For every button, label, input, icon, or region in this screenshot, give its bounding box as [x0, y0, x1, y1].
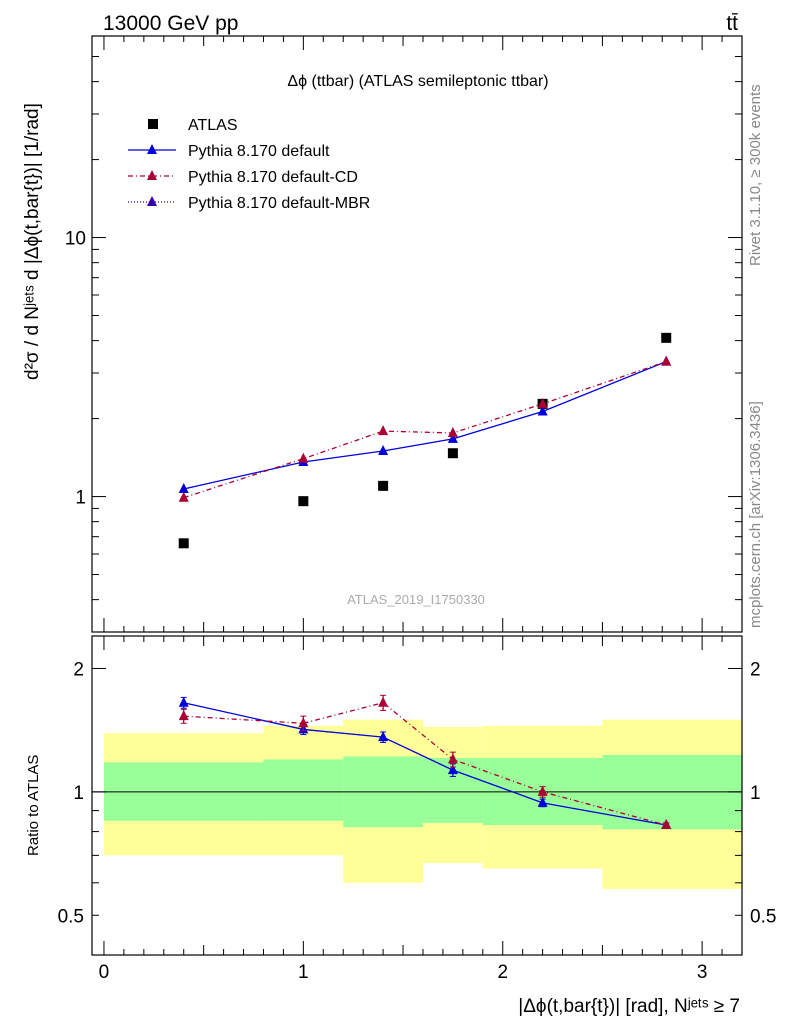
ratio-y-tick-label-right: 2 [750, 659, 761, 680]
series-line-2 [183, 360, 667, 499]
ratio-y-tick-label: 2 [73, 659, 84, 680]
legend-label: Pythia 8.170 default [188, 143, 330, 160]
ratio-series-0-point [178, 696, 189, 707]
atlas-data-point [378, 480, 389, 491]
atlas-data-point [661, 332, 672, 343]
main-y-axis-label: d²σ / d Nʲᵉᵗˢ d |Δϕ(t,bar{t})| [1/rad] [22, 103, 43, 380]
mcplots-label: mcplots.cern.ch [arXiv:1306.3436] [747, 401, 764, 628]
main-y-tick-label: 10 [65, 229, 86, 250]
main-y-tick-label: 1 [75, 488, 86, 509]
ratio-y-tick-label: 0.5 [58, 906, 84, 927]
atlas-data-point [178, 538, 189, 549]
x-axis-label: |Δϕ(t,bar{t})| [rad], Nʲᵉᵗˢ ≥ 7 [518, 996, 740, 1017]
atlas-data-point [298, 496, 309, 507]
legend-label: Pythia 8.170 default-MBR [188, 195, 370, 212]
legend-marker [147, 144, 157, 154]
ratio-y-tick-label: 1 [73, 783, 84, 804]
process-label: tt̄ [726, 12, 738, 35]
legend-label: ATLAS [188, 117, 238, 134]
rivet-label: Rivet 3.1.10, ≥ 300k events [747, 84, 764, 266]
series-line-1 [183, 360, 667, 490]
ratio-plot: 0.5 0.5 1 1 2 2 0 1 2 3 [58, 635, 776, 983]
uncertainty-band-inner [263, 759, 344, 821]
series-1-point [378, 444, 389, 455]
ratio-y-axis-label: Ratio to ATLAS [25, 755, 42, 856]
x-tick-label: 3 [697, 962, 708, 983]
legend-marker-atlas [148, 119, 158, 129]
legend-marker [147, 170, 157, 180]
atlas-data-point [447, 448, 458, 459]
ratio-series-1-point [178, 710, 189, 721]
ratio-series-0-point [447, 764, 458, 775]
series-1-point [537, 405, 548, 416]
ratio-series-1-point [447, 753, 458, 764]
ratio-series-0-point [378, 731, 389, 742]
ratio-y-tick-label-right: 0.5 [750, 906, 776, 927]
series-2-point [378, 425, 389, 436]
legend-marker [147, 196, 157, 206]
legend: ATLAS Pythia 8.170 default Pythia 8.170 de… [128, 117, 370, 212]
series-2-point [298, 452, 309, 463]
main-plot-title: Δϕ (ttbar) (ATLAS semileptonic ttbar) [287, 73, 548, 90]
x-tick-label: 1 [298, 962, 309, 983]
series-2-point [178, 491, 189, 502]
ratio-series-1-point [537, 785, 548, 796]
ratio-plot-frame [91, 635, 743, 956]
ratio-series-1-point [378, 696, 389, 707]
x-tick-label: 0 [99, 962, 110, 983]
ratio-series-0-point [537, 796, 548, 807]
analysis-watermark: ATLAS_2019_I1750330 [347, 592, 485, 607]
ratio-series-1-point [661, 819, 672, 830]
series-2-point [661, 355, 672, 366]
series-1-point [178, 482, 189, 493]
ratio-series-1-point [298, 717, 309, 728]
ratio-series-line-0 [183, 702, 667, 826]
x-tick-label: 2 [497, 962, 508, 983]
series-1-point [447, 432, 458, 443]
energy-label: 13000 GeV pp [103, 12, 238, 35]
series-2-point [537, 397, 548, 408]
ratio-series-line-1 [183, 701, 667, 826]
ratio-y-tick-label-right: 1 [750, 783, 761, 804]
series-2-point [447, 426, 458, 437]
legend-label: Pythia 8.170 default-CD [188, 169, 358, 186]
main-plot: 1 10 [65, 35, 743, 633]
main-plot-frame [91, 35, 743, 633]
